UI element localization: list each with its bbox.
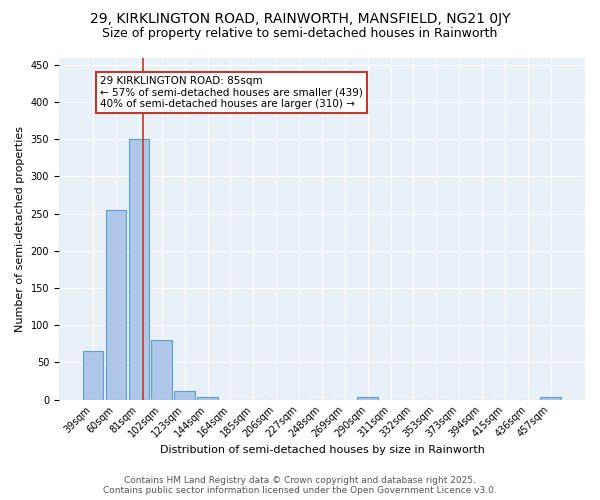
Text: 29 KIRKLINGTON ROAD: 85sqm
← 57% of semi-detached houses are smaller (439)
40% o: 29 KIRKLINGTON ROAD: 85sqm ← 57% of semi… <box>100 76 363 110</box>
Bar <box>151 340 172 400</box>
Bar <box>83 351 103 400</box>
Bar <box>358 396 378 400</box>
Text: Contains HM Land Registry data © Crown copyright and database right 2025.
Contai: Contains HM Land Registry data © Crown c… <box>103 476 497 495</box>
Bar <box>128 140 149 400</box>
Text: Size of property relative to semi-detached houses in Rainworth: Size of property relative to semi-detach… <box>103 28 497 40</box>
Bar <box>175 390 195 400</box>
Y-axis label: Number of semi-detached properties: Number of semi-detached properties <box>15 126 25 332</box>
X-axis label: Distribution of semi-detached houses by size in Rainworth: Distribution of semi-detached houses by … <box>160 445 484 455</box>
Bar <box>197 398 218 400</box>
Bar <box>106 210 126 400</box>
Bar <box>541 398 561 400</box>
Text: 29, KIRKLINGTON ROAD, RAINWORTH, MANSFIELD, NG21 0JY: 29, KIRKLINGTON ROAD, RAINWORTH, MANSFIE… <box>90 12 510 26</box>
